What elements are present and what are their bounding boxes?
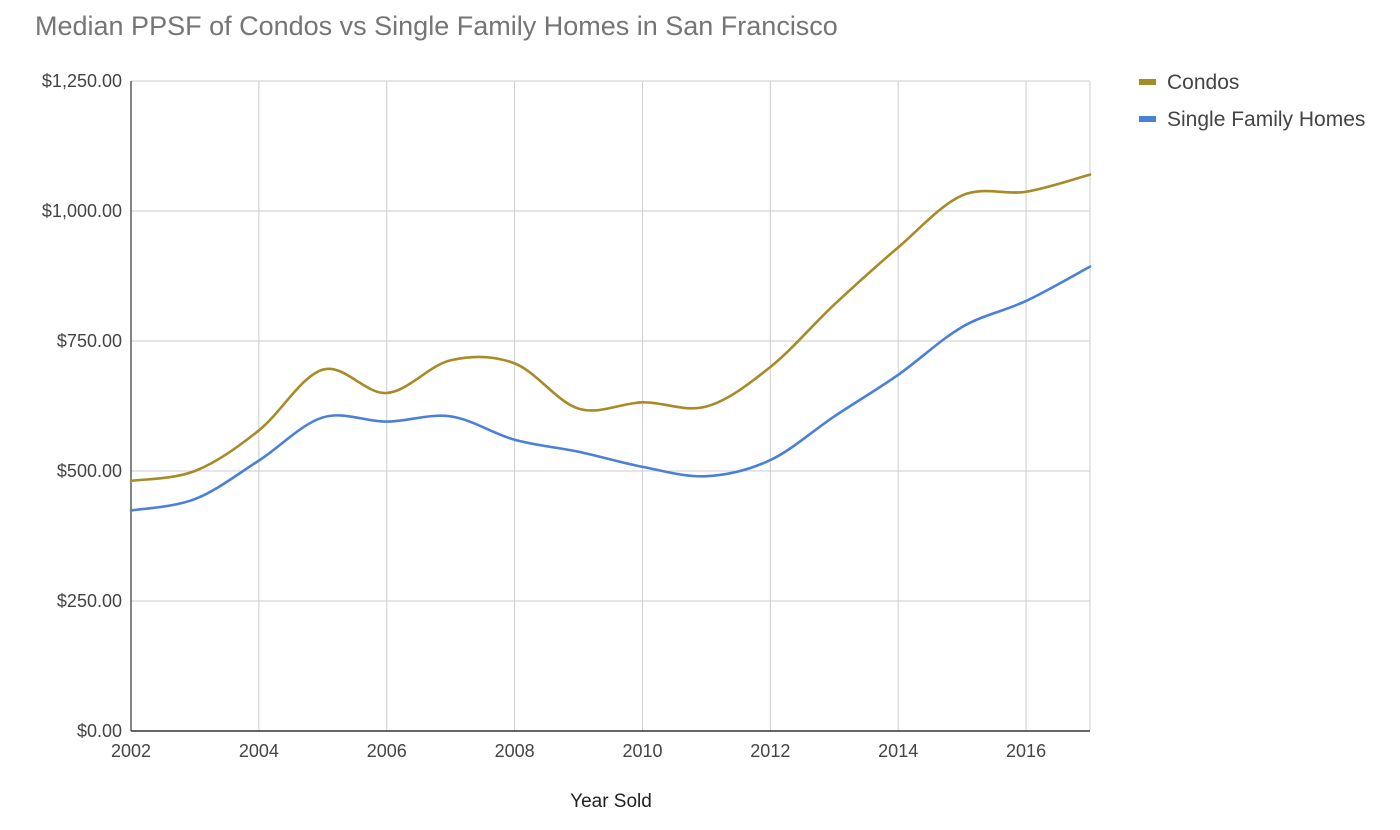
x-tick-label: 2002 bbox=[111, 741, 151, 761]
x-axis-title: Year Sold bbox=[570, 791, 652, 812]
legend-swatch-single-family-homes bbox=[1139, 116, 1156, 122]
x-tick-label: 2006 bbox=[367, 741, 407, 761]
chart-title: Median PPSF of Condos vs Single Family H… bbox=[35, 11, 838, 41]
legend-swatch-condos bbox=[1139, 79, 1156, 85]
x-axis: 2002 2004 2006 2008 2010 2012 2014 2016 bbox=[111, 741, 1046, 761]
x-tick-label: 2010 bbox=[622, 741, 662, 761]
y-axis: $0.00 $250.00 $500.00 $750.00 $1,000.00 $1,25… bbox=[42, 71, 122, 741]
y-tick-label: $500.00 bbox=[57, 461, 122, 481]
series-line-condos bbox=[129, 173, 1092, 483]
series-line-single-family-homes bbox=[129, 265, 1092, 512]
y-tick-label: $1,000.00 bbox=[42, 201, 122, 221]
y-tick-label: $750.00 bbox=[57, 331, 122, 351]
grid bbox=[130, 80, 1091, 732]
legend-label-single-family-homes: Single Family Homes bbox=[1167, 108, 1365, 131]
y-tick-label: $250.00 bbox=[57, 591, 122, 611]
x-tick-label: 2014 bbox=[878, 741, 918, 761]
legend-label-condos: Condos bbox=[1167, 71, 1239, 94]
y-tick-label: $0.00 bbox=[77, 721, 122, 741]
x-tick-label: 2016 bbox=[1006, 741, 1046, 761]
x-tick-label: 2004 bbox=[239, 741, 279, 761]
x-tick-label: 2008 bbox=[495, 741, 535, 761]
legend: Condos Single Family Homes bbox=[1139, 71, 1365, 131]
x-tick-label: 2012 bbox=[750, 741, 790, 761]
series-lines bbox=[129, 173, 1092, 512]
y-tick-label: $1,250.00 bbox=[42, 71, 122, 91]
